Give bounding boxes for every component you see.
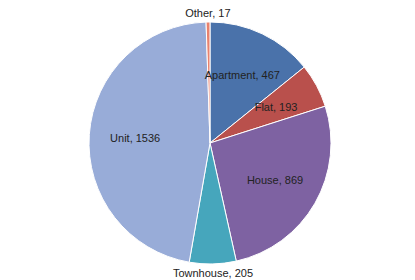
svg-text:House, 869: House, 869 — [247, 174, 303, 186]
svg-text:Other, 17: Other, 17 — [185, 7, 230, 19]
svg-text:Apartment, 467: Apartment, 467 — [205, 69, 280, 81]
svg-text:Townhouse, 205: Townhouse, 205 — [173, 267, 253, 279]
svg-text:Unit, 1536: Unit, 1536 — [110, 132, 160, 144]
svg-text:Flat, 193: Flat, 193 — [255, 101, 298, 113]
